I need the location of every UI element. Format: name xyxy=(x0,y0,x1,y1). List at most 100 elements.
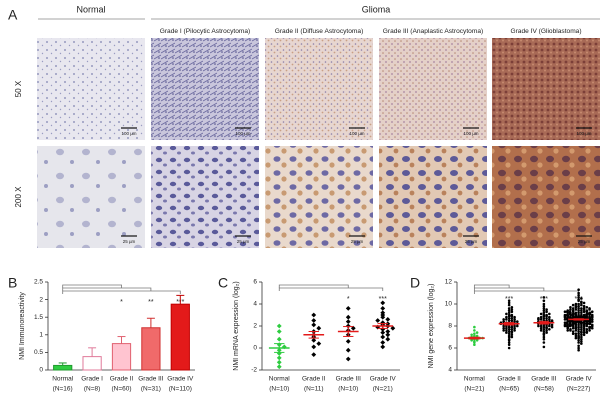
normal-header: Normal xyxy=(76,4,105,14)
data-point xyxy=(510,317,514,320)
data-point xyxy=(586,312,589,316)
sample-size-label: (N=31) xyxy=(141,386,161,393)
data-point xyxy=(507,301,511,305)
data-point xyxy=(380,306,386,311)
data-point xyxy=(539,318,543,321)
data-point xyxy=(505,315,508,319)
data-point xyxy=(569,328,572,331)
data-point xyxy=(569,314,572,318)
glioma-header: Glioma xyxy=(362,4,391,14)
data-point xyxy=(542,309,546,312)
data-point xyxy=(380,344,386,350)
data-point xyxy=(473,329,476,332)
data-point xyxy=(345,339,351,344)
data-point xyxy=(276,364,282,370)
data-point xyxy=(569,308,572,311)
sample-size-label: (N=65) xyxy=(499,386,519,393)
data-point xyxy=(580,333,583,337)
x-tick-label: Normal xyxy=(52,376,74,383)
x-tick-label: Grade IV xyxy=(167,376,194,383)
data-point xyxy=(563,318,567,321)
y-axis-title: NMI gene expression (log₂) xyxy=(428,284,435,369)
data-point xyxy=(473,325,476,329)
x-tick-label: Grade III xyxy=(531,376,556,383)
data-point xyxy=(385,336,391,342)
data-point xyxy=(574,312,577,316)
data-point xyxy=(563,323,567,327)
data-point xyxy=(542,317,546,320)
data-point xyxy=(571,313,574,317)
y-tick-label: 10 xyxy=(445,301,453,308)
data-point xyxy=(566,329,570,332)
scale-bar-label: 100 µm xyxy=(576,131,591,136)
data-point xyxy=(345,319,351,324)
data-point xyxy=(588,321,592,325)
data-point xyxy=(470,333,473,337)
bar xyxy=(53,364,73,371)
data-point xyxy=(577,309,580,312)
data-point xyxy=(505,312,508,316)
data-point xyxy=(577,334,580,338)
data-point xyxy=(539,324,543,328)
data-point xyxy=(507,341,511,344)
data-point xyxy=(548,324,551,328)
data-point xyxy=(507,332,511,336)
data-point xyxy=(585,331,589,334)
y-tick-label: 0 xyxy=(39,367,43,374)
data-point xyxy=(345,314,351,320)
data-point xyxy=(475,331,479,334)
data-point xyxy=(507,328,511,331)
data-point xyxy=(577,323,580,327)
y-axis-title: NMI Immunoreactivity xyxy=(19,292,26,360)
data-point xyxy=(510,314,514,318)
data-point xyxy=(311,318,317,323)
data-point xyxy=(565,317,569,320)
data-point xyxy=(580,311,583,315)
data-point xyxy=(380,300,386,306)
y-tick-label: 2 xyxy=(253,323,257,330)
data-point xyxy=(545,310,548,314)
data-point xyxy=(577,293,580,297)
sample-size-label: (N=110) xyxy=(169,386,192,393)
data-point xyxy=(507,319,511,322)
micrograph xyxy=(151,146,259,248)
data-point xyxy=(510,335,514,339)
data-point xyxy=(577,339,580,342)
significance-bracket xyxy=(278,284,349,288)
data-point xyxy=(475,334,479,338)
micrograph xyxy=(379,38,487,140)
data-point xyxy=(574,334,578,338)
data-point xyxy=(571,309,575,312)
data-point xyxy=(311,312,317,318)
bar xyxy=(82,356,102,371)
sample-size-label: (N=60) xyxy=(111,386,131,393)
data-point xyxy=(385,317,391,322)
data-point xyxy=(550,319,554,322)
y-tick-label: 6 xyxy=(253,279,257,286)
sample-size-label: (N=8) xyxy=(84,386,100,393)
data-point xyxy=(582,304,586,308)
data-point xyxy=(542,304,546,308)
data-point xyxy=(276,355,282,361)
significance-bracket xyxy=(62,287,152,291)
significance-bracket xyxy=(62,290,181,294)
data-point xyxy=(510,310,514,314)
data-point xyxy=(574,332,578,336)
data-point xyxy=(563,321,567,325)
data-point xyxy=(510,306,514,309)
data-point xyxy=(571,326,575,330)
column-header: Grade I (Pilocytic Astrocytoma) xyxy=(160,28,251,35)
significance-bracket xyxy=(62,284,122,288)
data-point xyxy=(542,311,546,315)
bar xyxy=(141,327,161,371)
data-point xyxy=(545,331,548,334)
data-point xyxy=(550,325,554,329)
data-point xyxy=(507,343,511,347)
data-point xyxy=(590,314,594,318)
data-point xyxy=(563,310,567,314)
data-point xyxy=(577,291,580,295)
data-point xyxy=(574,322,577,326)
data-point xyxy=(590,323,594,327)
data-point xyxy=(537,317,540,320)
data-point xyxy=(582,326,586,330)
